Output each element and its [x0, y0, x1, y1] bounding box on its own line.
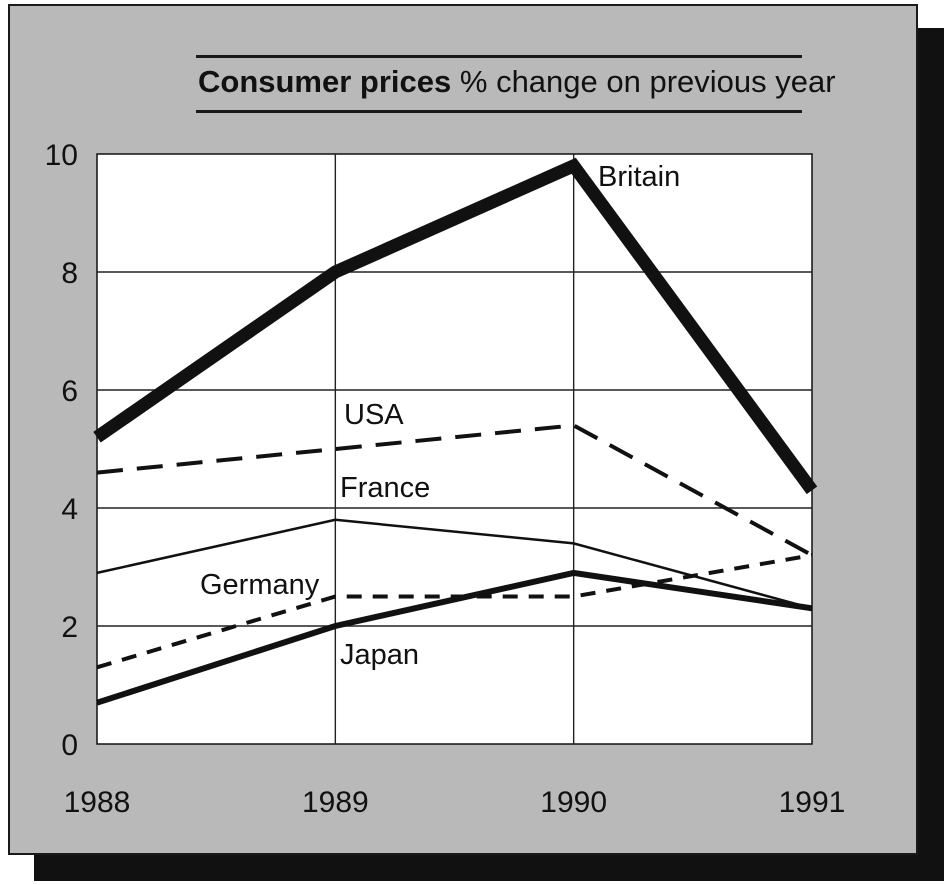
y-tick-label: 8 — [61, 257, 78, 290]
y-tick-label: 6 — [61, 375, 78, 408]
plot-area — [96, 153, 813, 745]
y-tick-label: 2 — [61, 611, 78, 644]
x-tick-label: 1990 — [540, 786, 607, 819]
series-label-usa: USA — [344, 399, 404, 431]
series-line-usa — [96, 423, 813, 557]
series-line-britain — [93, 157, 818, 495]
series-line-japan — [96, 569, 813, 706]
chart-title: Consumer prices % change on previous yea… — [198, 64, 836, 100]
y-tick-label: 0 — [61, 729, 78, 762]
x-tick-label: 1988 — [64, 786, 131, 819]
series-label-france: France — [340, 472, 430, 504]
series-label-germany: Germany — [200, 569, 320, 601]
series-label-britain: Britain — [598, 161, 680, 193]
x-tick-label: 1989 — [302, 786, 369, 819]
chart-title-bold: Consumer prices — [198, 64, 452, 99]
y-tick-label: 10 — [45, 139, 78, 172]
title-rule-bottom — [196, 110, 802, 113]
y-tick-label: 4 — [61, 493, 78, 526]
title-rule-top — [196, 55, 802, 58]
x-tick-label: 1991 — [779, 786, 846, 819]
chart-title-rest: % change on previous year — [459, 64, 836, 99]
series-label-japan: Japan — [340, 639, 419, 671]
